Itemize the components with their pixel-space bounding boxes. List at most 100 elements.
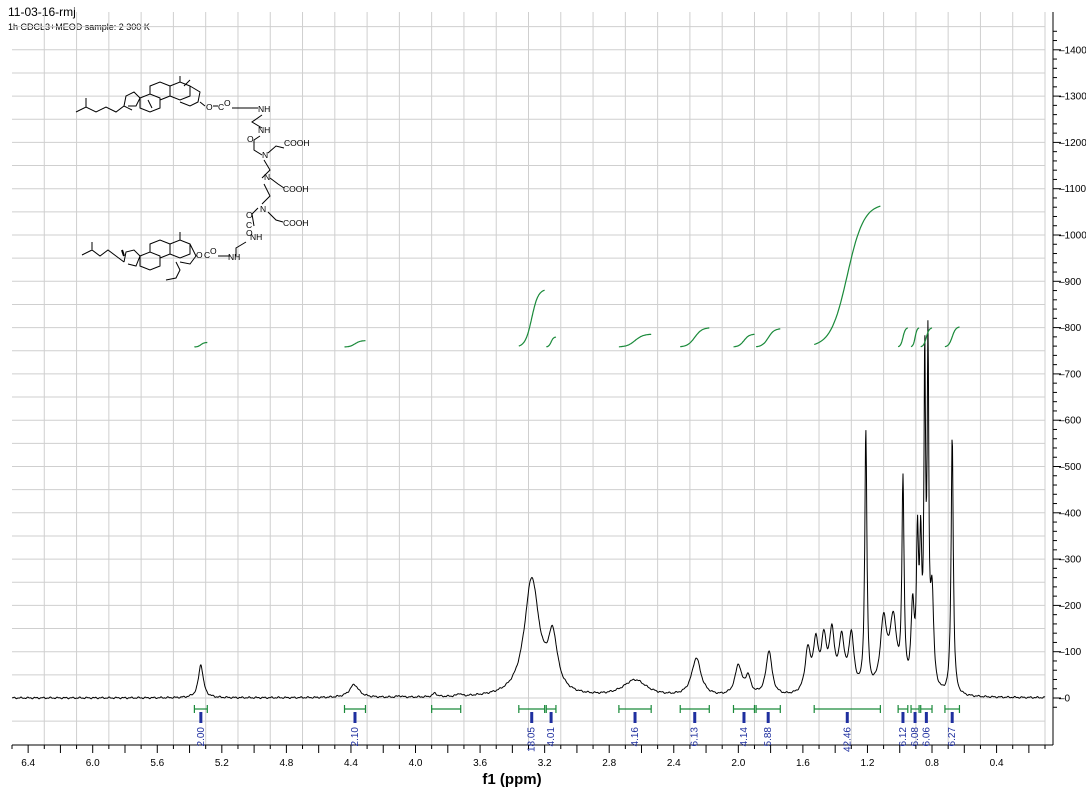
x-tick-label: 4.8 xyxy=(279,758,293,769)
mol-o-1: O xyxy=(206,102,213,112)
integral-curve xyxy=(920,327,933,348)
integration-value: 6.13 xyxy=(690,727,701,747)
integration-value: 18.05 xyxy=(527,727,538,752)
x-tick-label: 6.4 xyxy=(21,758,35,769)
mol-n-2: N xyxy=(264,172,270,182)
x-tick-label: 3.2 xyxy=(538,758,552,769)
mol-o-5: O xyxy=(246,228,253,238)
x-tick-label: 4.4 xyxy=(344,758,358,769)
plot-frame xyxy=(12,12,1054,746)
y-tick-label: –1300 xyxy=(1059,92,1086,103)
integration-marker xyxy=(901,712,905,723)
x-tick-label: 1.6 xyxy=(796,758,810,769)
mol-c-2: C xyxy=(246,220,252,230)
mol-o-6: O xyxy=(196,250,203,260)
integration-value: 2.00 xyxy=(196,727,207,747)
x-tick-label: 0.8 xyxy=(925,758,939,769)
y-axis: –0 –100 –200 –300 –400 –500 –600 –700 –800 –900 –1… xyxy=(1053,30,1086,708)
integral-curve xyxy=(897,327,909,348)
integral-curve xyxy=(813,205,881,346)
x-tick-label: 0.4 xyxy=(990,758,1004,769)
integration-value: 6.08 xyxy=(910,727,921,747)
integration-marker xyxy=(633,712,637,723)
x-axis: 6.4 6.0 5.6 5.2 4.8 4.4 4.0 3.6 3.2 2.8 2.4 2.0 1.6 1… xyxy=(11,745,1046,769)
x-axis-label: f1 (ppm) xyxy=(482,771,541,788)
chemical-structure: O C O NH NH O N COOH N COOH N COOH O C O… xyxy=(75,76,310,281)
integration-marker xyxy=(530,712,534,723)
integration-marker xyxy=(766,712,770,723)
integral-curve xyxy=(344,340,366,348)
integral-curve xyxy=(944,326,960,348)
integration-value: 2.10 xyxy=(350,727,361,747)
x-tick-label: 2.4 xyxy=(667,758,681,769)
mol-cooh-1: COOH xyxy=(284,138,310,148)
y-tick-label: –0 xyxy=(1059,694,1071,705)
x-tick-label: 2.0 xyxy=(731,758,745,769)
spectrum-title: 11-03-16-rmj xyxy=(8,5,76,19)
y-tick-label: –900 xyxy=(1059,277,1082,288)
x-tick-label: 3.6 xyxy=(473,758,487,769)
integration-value: 5.88 xyxy=(763,727,774,747)
integration-marker xyxy=(353,712,357,723)
mol-cooh-3: COOH xyxy=(283,218,309,228)
y-tick-label: –1000 xyxy=(1059,231,1086,242)
y-tick-label: –800 xyxy=(1059,323,1082,334)
integral-curve xyxy=(733,333,755,348)
y-tick-label: –700 xyxy=(1059,369,1082,380)
y-tick-label: –200 xyxy=(1059,601,1082,612)
integral-curve xyxy=(756,328,781,348)
spectrum-trace xyxy=(11,320,1046,700)
integral-curve xyxy=(680,327,710,348)
integration-value: 6.12 xyxy=(898,727,909,747)
mol-o-2: O xyxy=(224,98,231,108)
grid-layer xyxy=(12,12,1046,745)
integral-curve xyxy=(546,336,557,348)
integration-marker xyxy=(924,712,928,723)
x-tick-label: 2.8 xyxy=(602,758,616,769)
integral-curve xyxy=(518,289,545,347)
x-tick-label: 1.2 xyxy=(861,758,875,769)
mol-o-7: O xyxy=(210,246,217,256)
y-tick-label: –1200 xyxy=(1059,138,1086,149)
mol-nh-4: NH xyxy=(228,252,240,262)
mol-n-1: N xyxy=(262,150,268,160)
x-tick-label: 5.6 xyxy=(150,758,164,769)
integration-value: 6.06 xyxy=(921,727,932,747)
mol-o-4: O xyxy=(246,210,253,220)
integration-value: 4.16 xyxy=(630,727,641,747)
integration-marker xyxy=(199,712,203,723)
integration-value: 4.01 xyxy=(546,727,557,747)
integration-value: 4.14 xyxy=(739,727,750,747)
integration-marker xyxy=(693,712,697,723)
integral-curve xyxy=(618,333,652,348)
x-tick-label: 4.0 xyxy=(409,758,423,769)
integral-curves xyxy=(194,205,960,348)
integration-marker xyxy=(950,712,954,723)
mol-nh-1: NH xyxy=(258,104,270,114)
mol-n-3: N xyxy=(260,204,266,214)
integration-regions: 2.00 2.10 18.05 4.01 4.16 6.13 4.14 5.88 42.46 6.… xyxy=(193,705,961,752)
x-tick-label: 6.0 xyxy=(86,758,100,769)
mol-c-1: C xyxy=(218,102,224,112)
y-tick-label: –400 xyxy=(1059,508,1082,519)
y-tick-label: –300 xyxy=(1059,555,1082,566)
integration-value: 6.27 xyxy=(947,727,958,747)
mol-nh-3: NH xyxy=(250,232,262,242)
y-tick-label: –500 xyxy=(1059,462,1082,473)
mol-o-3: O xyxy=(247,134,254,144)
integration-marker xyxy=(845,712,849,723)
mol-nh-2: NH xyxy=(258,125,270,135)
integration-value: 42.46 xyxy=(842,727,853,752)
x-tick-label: 5.2 xyxy=(215,758,229,769)
mol-cooh-2: COOH xyxy=(283,184,309,194)
integration-marker xyxy=(549,712,553,723)
integral-curve xyxy=(194,341,208,348)
integration-marker xyxy=(913,712,917,723)
y-tick-label: –600 xyxy=(1059,416,1082,427)
y-tick-label: –1400 xyxy=(1059,45,1086,56)
integration-marker xyxy=(742,712,746,723)
mol-c-3: C xyxy=(204,250,210,260)
y-tick-label: –1100 xyxy=(1059,184,1086,195)
y-tick-label: –100 xyxy=(1059,647,1082,658)
